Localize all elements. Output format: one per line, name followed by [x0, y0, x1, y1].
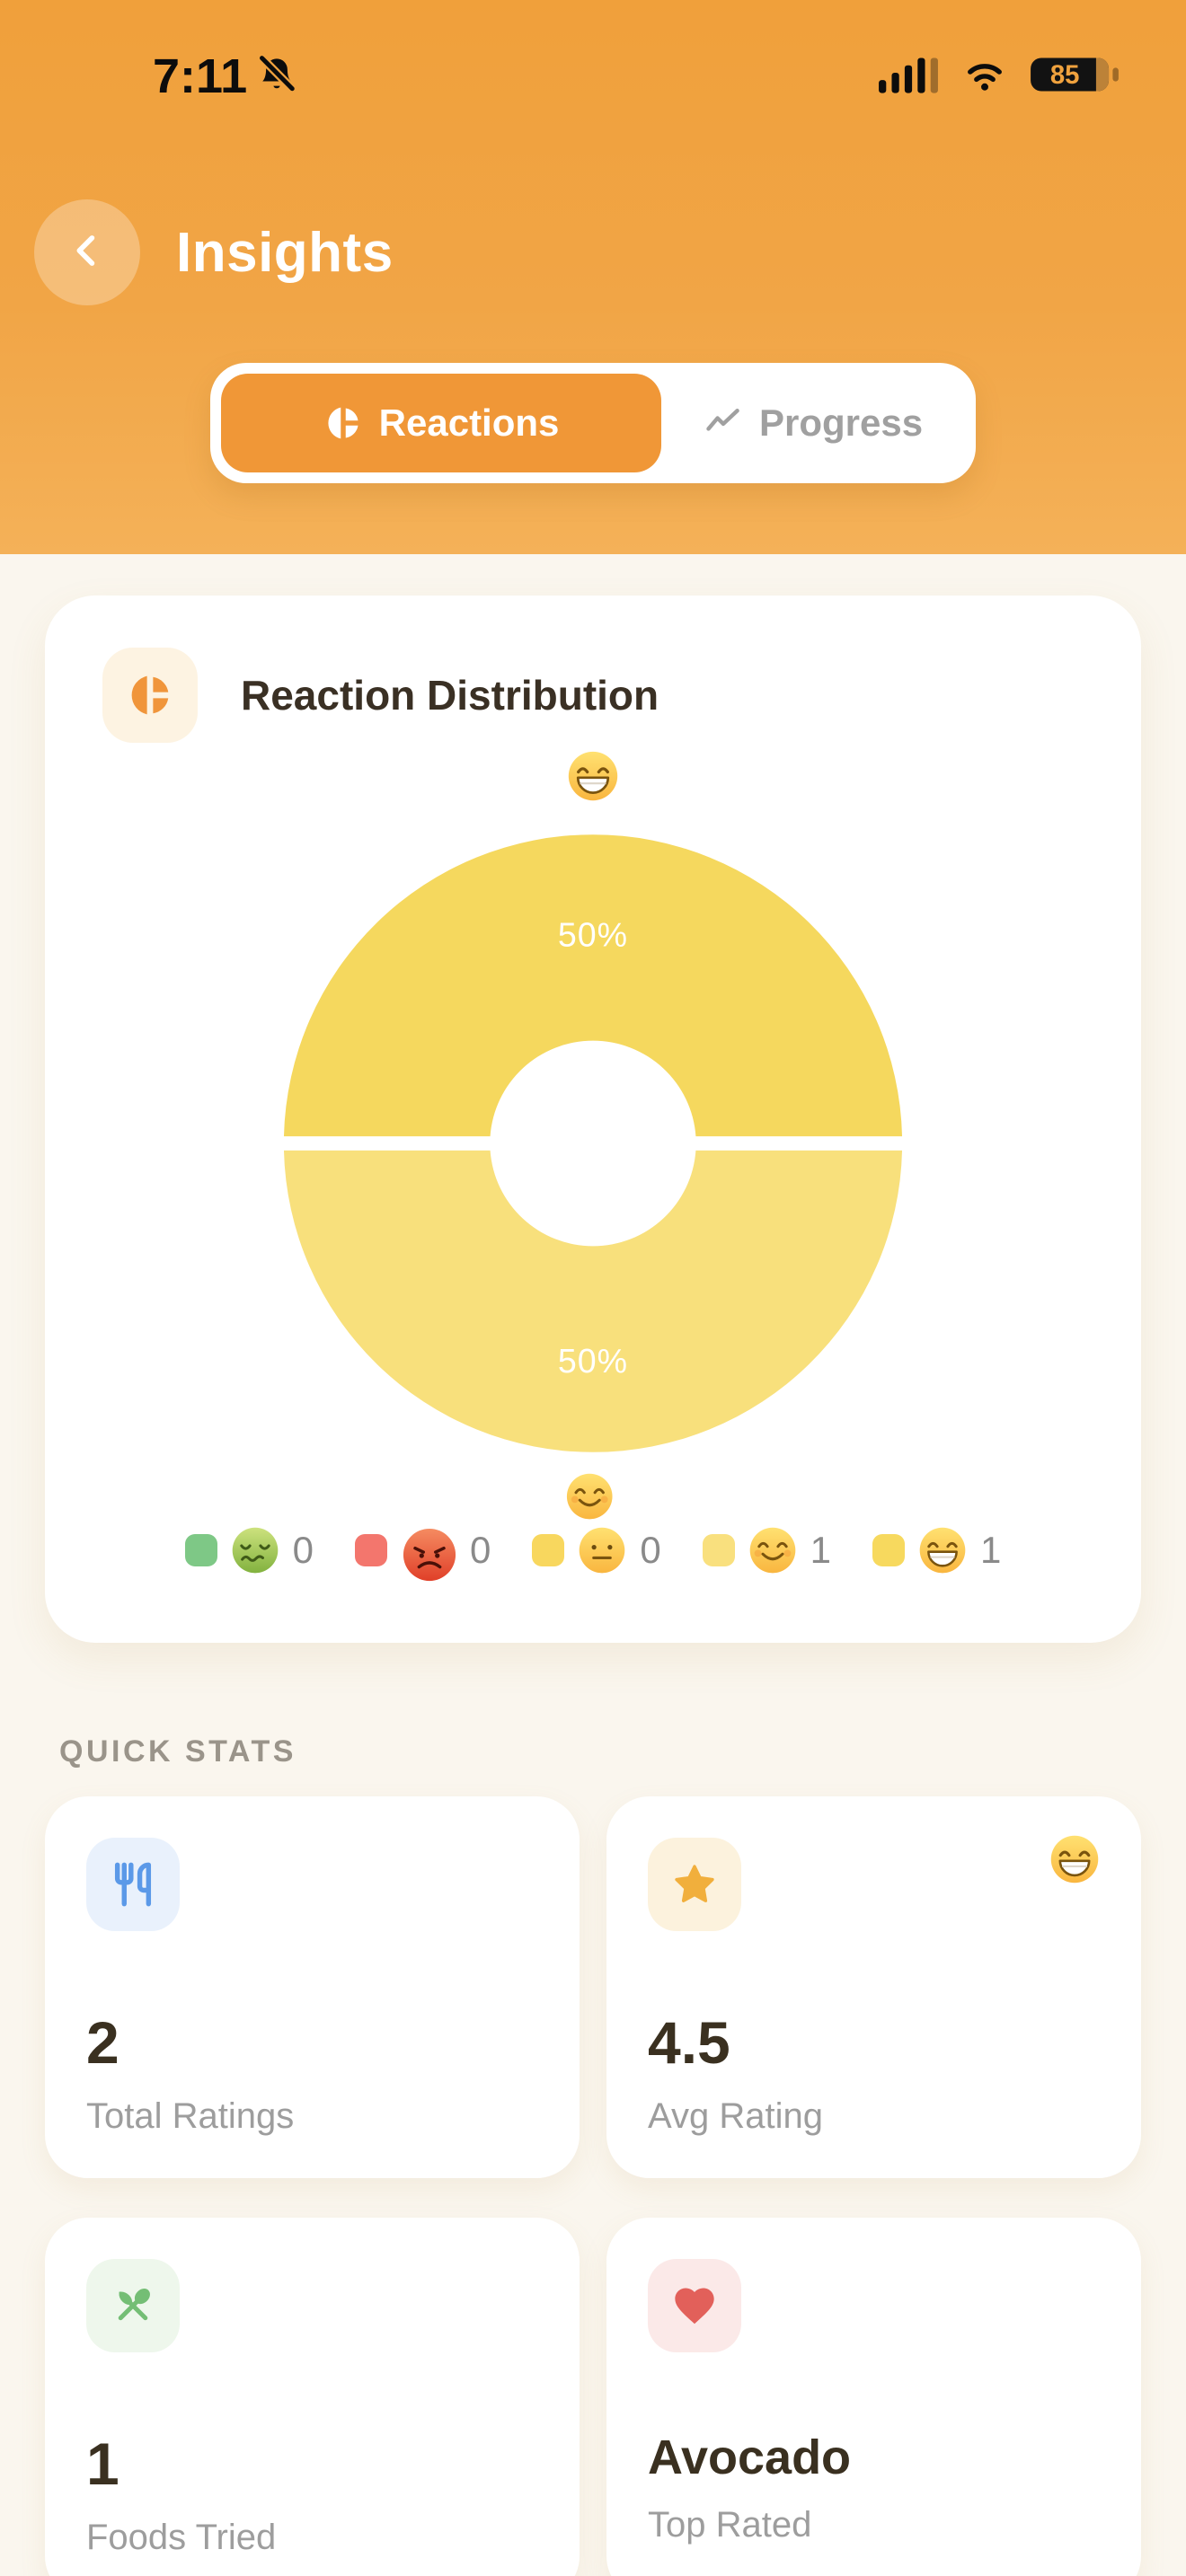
pie-chart-icon — [323, 403, 363, 443]
chart-legend: 0 0 0 1 — [102, 1473, 1084, 1582]
legend-swatch — [184, 1534, 217, 1566]
back-button[interactable] — [34, 199, 140, 305]
legend-item-smiling: 1 — [702, 1526, 832, 1575]
legend-item-neutral: 0 — [532, 1526, 661, 1575]
legend-count: 0 — [469, 1529, 491, 1571]
legend-swatch — [354, 1534, 387, 1566]
nauseated-emoji-icon — [231, 1526, 279, 1575]
stat-label: Total Ratings — [86, 2096, 295, 2136]
legend-count: 1 — [810, 1529, 832, 1571]
stat-value: 1 — [86, 2430, 119, 2497]
header-hero: 7:11 — [0, 0, 1186, 554]
battery-icon: 85 — [1030, 54, 1120, 100]
donut-chart: 50% 50% — [102, 824, 1084, 1463]
quick-stats-grid: 2 Total Ratings 4.5 Avg Rating — [45, 1796, 1141, 2576]
tab-reactions-label: Reactions — [378, 401, 560, 444]
tab-bar: Reactions Progress — [210, 363, 976, 483]
legend-item-nauseated: 0 — [184, 1526, 314, 1575]
cellular-signal-icon — [877, 52, 940, 101]
smiling-emoji-icon — [565, 1472, 614, 1521]
stat-label: Top Rated — [648, 2505, 812, 2545]
legend-swatch — [702, 1534, 735, 1566]
beaming-emoji-icon — [1049, 1834, 1100, 1884]
pie-chart-icon — [102, 648, 198, 743]
angry-emoji-icon — [402, 1527, 457, 1583]
notifications-off-icon — [256, 53, 297, 100]
stat-value: 2 — [86, 2009, 119, 2076]
donut-segment-top — [283, 834, 903, 1137]
smiling-emoji-icon — [748, 1526, 797, 1575]
legend-item-angry: 0 — [354, 1522, 491, 1582]
donut-segment-bottom — [283, 1150, 903, 1452]
donut-bottom-label: 50% — [558, 1342, 628, 1380]
stat-value: 4.5 — [648, 2009, 730, 2076]
tab-progress[interactable]: Progress — [661, 374, 965, 472]
beaming-emoji-icon — [567, 750, 619, 802]
stat-card-foods-tried: 1 Foods Tried — [45, 2218, 580, 2576]
stat-label: Foods Tried — [86, 2518, 277, 2557]
trend-line-icon — [704, 403, 743, 443]
stat-value: Avocado — [648, 2430, 852, 2484]
beaming-emoji-icon — [918, 1526, 967, 1575]
status-time: 7:11 — [153, 49, 248, 103]
battery-percent: 85 — [1050, 59, 1080, 89]
fork-knife-icon — [86, 1838, 180, 1931]
card-header: Reaction Distribution — [102, 648, 1084, 743]
donut-top-label: 50% — [558, 915, 628, 953]
legend-count: 0 — [640, 1529, 661, 1571]
legend-swatch — [872, 1534, 906, 1566]
star-icon — [648, 1838, 741, 1931]
legend-swatch — [532, 1534, 565, 1566]
page-title: Insights — [176, 221, 394, 284]
stat-card-avg-rating: 4.5 Avg Rating — [606, 1796, 1141, 2178]
heart-icon — [648, 2259, 741, 2352]
chevron-left-icon — [64, 227, 111, 278]
stat-card-top-rated: Avocado Top Rated — [606, 2218, 1141, 2576]
neutral-emoji-icon — [578, 1526, 626, 1575]
tab-reactions[interactable]: Reactions — [221, 374, 662, 472]
card-title: Reaction Distribution — [241, 672, 659, 719]
reaction-distribution-card: Reaction Distribution 50% 50% — [45, 595, 1141, 1643]
app-bar: Insights — [34, 199, 394, 305]
legend-count: 0 — [292, 1529, 314, 1571]
status-bar: 7:11 — [0, 49, 1186, 104]
utensils-crossed-icon — [86, 2259, 180, 2352]
stat-card-total-ratings: 2 Total Ratings — [45, 1796, 580, 2178]
quick-stats-heading: QUICK STATS — [59, 1734, 296, 1769]
stat-label: Avg Rating — [648, 2096, 823, 2136]
legend-count: 1 — [980, 1529, 1002, 1571]
legend-item-beaming: 1 — [872, 1526, 1001, 1575]
tab-progress-label: Progress — [758, 401, 924, 444]
wifi-icon — [956, 52, 1013, 101]
